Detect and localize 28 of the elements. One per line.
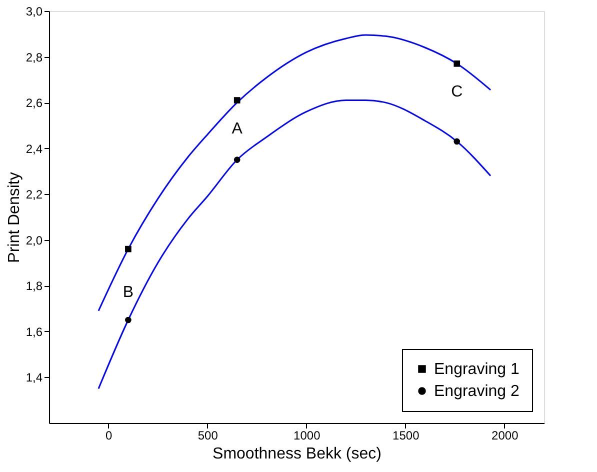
y-axis-title: Print Density <box>6 172 23 263</box>
annotation: B <box>122 284 134 301</box>
point <box>234 97 240 104</box>
point <box>454 138 460 145</box>
legend-label: Engraving 2 <box>434 383 520 400</box>
y-tick-label: 3,0 <box>26 4 43 18</box>
y-tick-label: 1,8 <box>26 279 43 294</box>
x-tick-label: 1000 <box>294 428 321 442</box>
x-tick-label: 2000 <box>492 428 519 442</box>
line-series <box>98 34 492 312</box>
point <box>234 156 240 163</box>
legend-label: Engraving 1 <box>434 361 520 378</box>
x-tick-label: 0 <box>106 428 113 442</box>
y-tick-label: 1,4 <box>26 370 43 385</box>
y-tick-label: 2,8 <box>26 50 43 64</box>
y-tick-label: 2,4 <box>26 142 43 156</box>
y-tick-label: 2,0 <box>26 233 43 248</box>
y-tick-label: 2,2 <box>26 188 43 202</box>
x-tick-label: 1500 <box>392 428 420 442</box>
annotation: A <box>232 120 243 138</box>
point <box>454 60 460 67</box>
y-tick-label: 1,6 <box>26 324 43 339</box>
y-tick-label: 2,6 <box>26 96 43 110</box>
annotation: C <box>451 84 463 101</box>
x-tick-label: 500 <box>198 428 218 442</box>
point <box>125 316 132 324</box>
x-axis-title: Smoothness Bekk (sec) <box>212 446 382 462</box>
point <box>125 246 132 252</box>
